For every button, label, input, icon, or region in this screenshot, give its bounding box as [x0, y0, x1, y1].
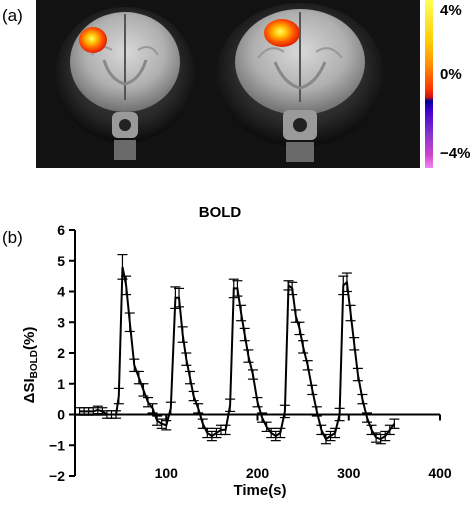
mri-brain-images: [36, 0, 420, 168]
y-tick-label: 1: [57, 376, 65, 392]
colorbar: [425, 0, 433, 168]
panel-a-label: (a): [2, 6, 23, 25]
x-tick-label: 100: [155, 465, 179, 481]
colorbar-min-label: −4%: [440, 145, 471, 162]
x-tick-label: 300: [337, 465, 361, 481]
activation-spot-1: [79, 27, 107, 53]
y-tick-label: −2: [49, 468, 65, 484]
panel-b-label: (b): [2, 228, 23, 247]
bold-chart: BOLD Time(s) ΔSIBOLD(%) −2 −1 0 1 2 3 4 5 6 100 20…: [21, 204, 452, 499]
mri-slice-2: [216, 3, 384, 162]
y-tick-label: 0: [57, 407, 65, 423]
y-tick-label: 5: [57, 253, 65, 269]
colorbar-max-label: 4%: [440, 2, 462, 19]
x-tick-label: 200: [246, 465, 270, 481]
y-tick-label: −1: [49, 437, 65, 453]
colorbar-mid-label: 0%: [440, 66, 462, 83]
x-axis-label: Time(s): [233, 482, 286, 499]
y-tick-label: 6: [57, 222, 65, 238]
y-tick-label: 3: [57, 314, 65, 330]
y-tick-label: 2: [57, 345, 65, 361]
x-tick-label: 400: [428, 465, 452, 481]
activation-spot-2: [264, 19, 300, 47]
chart-axes: −2 −1 0 1 2 3 4 5 6 100 200 300 400: [49, 222, 452, 484]
y-axis-label: ΔSIBOLD(%): [21, 327, 40, 404]
chart-series: [74, 253, 400, 445]
mri-slice-1: [55, 7, 195, 160]
y-tick-label: 4: [57, 284, 65, 300]
chart-title: BOLD: [199, 204, 242, 221]
